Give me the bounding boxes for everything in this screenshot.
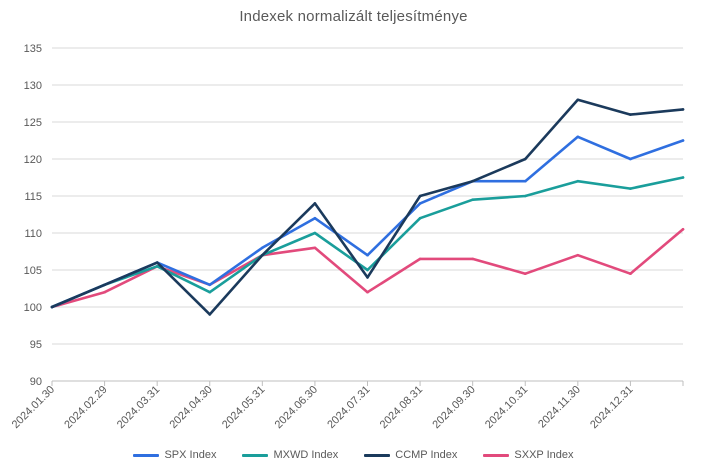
data-point — [471, 179, 474, 183]
x-tick-label: 2024.05.31 — [220, 384, 267, 431]
legend-label: MXWD Index — [273, 449, 339, 461]
x-tick-label: 2024.11.30 — [536, 384, 583, 431]
data-point — [576, 135, 580, 139]
data-point — [681, 139, 685, 142]
legend-label: SPX Index — [164, 449, 217, 461]
data-point — [523, 157, 527, 161]
data-point — [366, 253, 369, 257]
legend-item: SXXP Index — [483, 449, 574, 461]
data-point — [50, 305, 54, 309]
y-tick-label: 130 — [24, 80, 42, 92]
legend-swatch — [364, 453, 391, 457]
x-tick-label: 2024.09.30 — [430, 384, 477, 431]
data-point — [523, 179, 527, 183]
legend-label: SXXP Index — [514, 449, 574, 461]
data-point — [418, 257, 422, 261]
y-tick-label: 100 — [24, 302, 42, 314]
data-point — [208, 290, 212, 294]
data-point — [313, 231, 317, 235]
x-tick-label: 2024.07.31 — [325, 384, 372, 431]
data-point — [471, 198, 474, 201]
legend-swatch — [483, 453, 510, 457]
data-point — [681, 228, 685, 231]
data-point — [523, 272, 527, 276]
data-point — [208, 313, 212, 316]
data-point — [366, 290, 369, 294]
legend: SPX Index MXWD Index CCMP Index SXXP Index — [0, 449, 707, 461]
data-point — [261, 253, 264, 257]
legend-item: CCMP Index — [364, 449, 457, 461]
y-tick-label: 105 — [24, 265, 42, 277]
data-point — [418, 194, 422, 198]
y-tick-label: 95 — [30, 339, 42, 351]
legend-item: SPX Index — [133, 449, 216, 461]
data-point — [629, 157, 632, 161]
data-point — [418, 202, 422, 205]
y-tick-label: 115 — [24, 191, 42, 203]
data-point — [313, 246, 317, 250]
x-tick-label: 2024.08.31 — [378, 384, 425, 431]
legend-swatch — [133, 453, 160, 457]
x-tick-label: 2024.01.30 — [10, 384, 57, 431]
data-point — [103, 290, 106, 294]
x-tick-label: 2024.02.29 — [62, 384, 109, 431]
data-point — [681, 108, 685, 111]
y-tick-label: 125 — [24, 117, 42, 129]
data-point — [155, 265, 159, 268]
data-point — [576, 98, 580, 102]
data-point — [208, 283, 212, 287]
data-point — [366, 268, 369, 272]
data-point — [155, 261, 159, 264]
x-tick-label: 2024.10.31 — [483, 384, 530, 431]
legend-item: MXWD Index — [242, 449, 338, 461]
data-point — [576, 179, 580, 183]
legend-swatch — [242, 453, 269, 457]
x-tick-label: 2024.04.30 — [167, 384, 214, 431]
data-point — [418, 216, 422, 220]
data-point — [103, 283, 106, 287]
x-tick-label: 2024.03.31 — [115, 384, 162, 431]
data-point — [681, 176, 685, 179]
legend-label: CCMP Index — [395, 449, 458, 461]
data-point — [576, 253, 580, 257]
y-tick-label: 120 — [24, 154, 42, 166]
data-point — [366, 276, 369, 279]
series-line-ccmp-index — [50, 98, 685, 316]
y-tick-label: 135 — [24, 43, 42, 55]
data-point — [523, 194, 527, 198]
chart-title: Indexek normalizált teljesítménye — [239, 8, 468, 25]
x-tick-label: 2024.12.31 — [588, 384, 635, 431]
data-point — [313, 202, 317, 205]
y-tick-label: 110 — [24, 228, 42, 240]
data-point — [471, 257, 474, 261]
series-line-mxwd-index — [50, 176, 685, 309]
data-point — [261, 246, 264, 250]
data-point — [629, 113, 632, 116]
data-point — [629, 272, 632, 276]
data-point — [629, 187, 632, 190]
y-tick-label: 90 — [30, 376, 42, 388]
x-tick-label: 2024.06.30 — [273, 384, 320, 431]
data-point — [313, 216, 317, 220]
series-line-spx-index — [50, 135, 685, 309]
